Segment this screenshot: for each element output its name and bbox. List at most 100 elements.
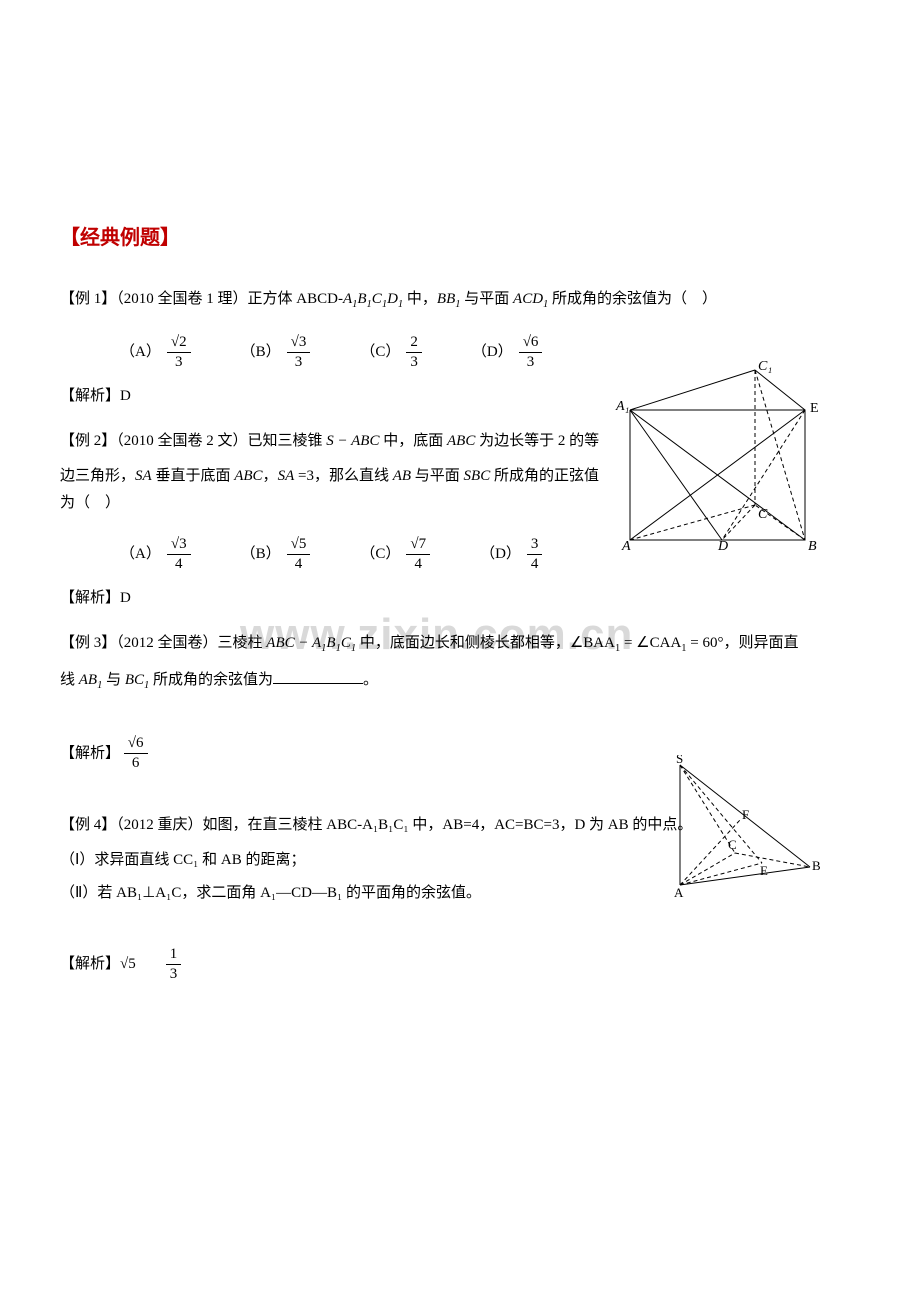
p2-l2a: 边三角形， <box>60 468 135 484</box>
p1-option-b: （B） √33 <box>241 333 311 373</box>
fig1-label-c: C <box>758 507 768 522</box>
p3-l1b: 中，底面边长和侧棱长都相等， <box>356 635 570 651</box>
fig2-label-a: A <box>674 885 684 900</box>
p1-opt-d-den: 3 <box>519 353 543 373</box>
p1-opt-c-num: 2 <box>406 333 422 354</box>
section-heading: 【经典例题】 <box>60 220 860 256</box>
problem-2-answer: 【解析】D <box>60 585 860 612</box>
p2-opt-a-num: √3 <box>167 535 191 556</box>
p1-A1: A1B1C1D1 <box>343 291 403 307</box>
p3-prism: ABC − A1B1C1 <box>266 635 356 651</box>
problem-2-label: 【例 2】 <box>60 433 116 449</box>
p3-l2a: 线 <box>60 672 79 688</box>
p2-l2d: =3，那么直线 <box>294 468 392 484</box>
p2-answer-label: 【解析】 <box>60 590 120 606</box>
p2-l1b: 中，底面 <box>379 433 447 449</box>
p2-option-b: （B） √54 <box>241 535 311 575</box>
fig1-label-d: D <box>717 539 728 550</box>
p1-acd1: ACD1 <box>513 291 548 307</box>
p2-l2f: 所成角的正弦值 <box>490 468 599 484</box>
p2-option-c: （C） √74 <box>360 535 430 575</box>
p2-sabc: S − ABC <box>326 433 379 449</box>
fig1-label-a1: A₁ <box>615 399 629 414</box>
p1-opt-d-num: √6 <box>519 333 543 354</box>
fig2-label-e: E <box>760 863 768 878</box>
p3-angle: ∠BAA1 = ∠CAA1 = 60° <box>570 635 724 651</box>
p2-opt-c-num: √7 <box>406 535 430 556</box>
figure-cube: A₁ C₁ E A D B C <box>610 360 820 550</box>
p1-opt-c-den: 3 <box>406 353 422 373</box>
problem-1: 【例 1】（2010 全国卷 1 理）正方体 ABCD-A1B1C1D1 中，B… <box>60 286 860 315</box>
p1-answer-label: 【解析】 <box>60 388 120 404</box>
p2-abc1: ABC <box>447 433 475 449</box>
p2-option-d: （D） 34 <box>480 535 542 575</box>
p3-answer-num: √6 <box>124 734 148 755</box>
p2-opt-a-den: 4 <box>167 555 191 575</box>
p2-opt-c-label: （C） <box>360 541 400 568</box>
p1-option-c: （C） 23 <box>360 333 422 373</box>
p1-mid1: 中， <box>403 291 437 307</box>
problem-1-label: 【例 1】 <box>60 291 116 307</box>
fig1-label-e: E <box>810 401 819 416</box>
p1-opt-a-label: （A） <box>120 339 161 366</box>
p2-sa2: SA <box>278 468 295 484</box>
fig2-label-s: S <box>676 755 683 766</box>
p1-mid2: 与平面 <box>461 291 514 307</box>
problem-3-label: 【例 3】 <box>60 635 116 651</box>
p2-l2c: ， <box>263 468 278 484</box>
p1-opt-b-den: 3 <box>287 353 311 373</box>
p3-bc1: BC1 <box>125 672 149 688</box>
p1-opt-c-label: （C） <box>360 339 400 366</box>
p3-l1c: ，则异面直 <box>724 635 799 651</box>
p2-answer-value: D <box>120 590 131 606</box>
p2-opt-c-den: 4 <box>406 555 430 575</box>
p1-option-a: （A） √23 <box>120 333 191 373</box>
problem-4-source: （2012 重庆） <box>116 817 202 833</box>
p2-option-a: （A） √34 <box>120 535 191 575</box>
p2-opt-d-label: （D） <box>480 541 521 568</box>
blank-line <box>273 669 363 684</box>
fig1-label-a: A <box>621 539 631 550</box>
p1-end: 所成角的余弦值为（ ） <box>548 291 717 307</box>
fig2-label-b: B <box>812 858 820 873</box>
fig2-label-c: C <box>728 837 737 852</box>
p2-opt-d-den: 4 <box>527 555 543 575</box>
p1-opt-a-den: 3 <box>167 353 191 373</box>
p1-opt-d-label: （D） <box>472 339 513 366</box>
p1-bb1: BB1 <box>437 291 461 307</box>
p2-l1c: 为边长等于 2 的等 <box>475 433 599 449</box>
p2-opt-b-num: √5 <box>287 535 311 556</box>
p1-answer-value: D <box>120 388 131 404</box>
p4-answer2-den: 3 <box>166 965 182 985</box>
p3-l1a: 三棱柱 <box>218 635 267 651</box>
p1-option-d: （D） √63 <box>472 333 543 373</box>
p2-opt-b-label: （B） <box>241 541 281 568</box>
p1-stem-a: 正方体 ABCD- <box>248 291 343 307</box>
p3-l2b: 与 <box>102 672 125 688</box>
p2-sbc: SBC <box>464 468 491 484</box>
p1-opt-b-label: （B） <box>241 339 281 366</box>
p4-answer-label: 【解析】 <box>60 956 120 972</box>
p2-ab: AB <box>393 468 411 484</box>
p2-opt-a-label: （A） <box>120 541 161 568</box>
p4-answer2-num: 1 <box>166 945 182 966</box>
problem-2: 【例 2】（2010 全国卷 2 文）已知三棱锥 S − ABC 中，底面 AB… <box>60 428 860 455</box>
p3-ab1: AB1 <box>79 672 103 688</box>
p2-opt-d-num: 3 <box>527 535 543 556</box>
p4-stem: 如图，在直三棱柱 ABC-A₁B₁C₁ 中，AB=4，AC=BC=3，D 为 A… <box>203 817 693 833</box>
p2-opt-b-den: 4 <box>287 555 311 575</box>
p1-opt-a-num: √2 <box>167 333 191 354</box>
problem-2-source: （2010 全国卷 2 文） <box>116 433 247 449</box>
p1-opt-b-num: √3 <box>287 333 311 354</box>
problem-4-label: 【例 4】 <box>60 817 116 833</box>
fig1-label-c1: C₁ <box>758 360 772 374</box>
p3-answer-label: 【解析】 <box>60 745 120 761</box>
p3-l2d: 。 <box>363 672 378 688</box>
p3-answer-den: 6 <box>124 754 148 774</box>
p2-sa1: SA <box>135 468 152 484</box>
p2-abc2: ABC <box>234 468 262 484</box>
problem-4-answer: 【解析】√5 13 <box>60 945 860 985</box>
p4-answer1: √5 <box>120 956 136 972</box>
fig1-label-b: B <box>808 539 817 550</box>
p2-l2b: 垂直于底面 <box>152 468 235 484</box>
